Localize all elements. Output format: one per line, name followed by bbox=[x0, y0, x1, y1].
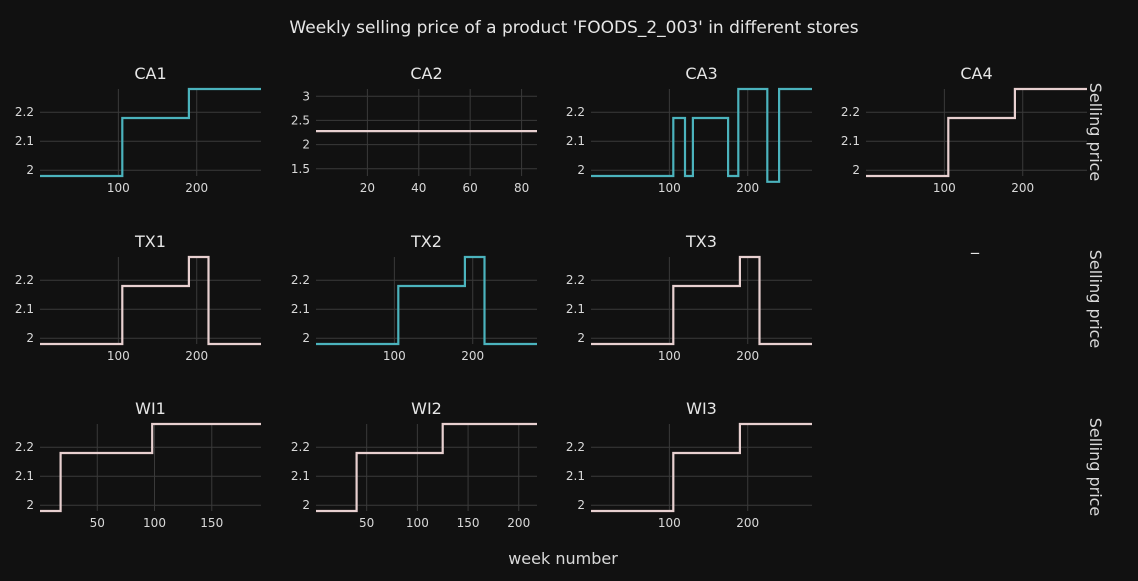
x-tick-label-ca4: 100 bbox=[933, 181, 956, 195]
y-tick-label-wi1: 2.1 bbox=[15, 469, 34, 483]
chart-title: Weekly selling price of a product 'FOODS… bbox=[289, 18, 858, 38]
panel-title-ca3: CA3 bbox=[685, 64, 717, 83]
x-tick-label-ca2: 20 bbox=[360, 181, 375, 195]
series-line-tx3 bbox=[591, 255, 812, 346]
panel-title-tx1: TX1 bbox=[134, 232, 166, 251]
panel-title-wi1: WI1 bbox=[135, 399, 166, 418]
panel-title-wi3: WI3 bbox=[686, 399, 717, 418]
series-line-wi3 bbox=[591, 422, 812, 513]
series-line-wi2 bbox=[316, 422, 537, 513]
x-tick-label-wi2: 200 bbox=[507, 516, 530, 530]
y-axis-title-row-1: Selling price bbox=[1086, 83, 1105, 182]
y-tick-label-tx2: 2.2 bbox=[291, 273, 310, 287]
x-tick-label-ca2: 80 bbox=[514, 181, 529, 195]
x-tick-label-tx3: 100 bbox=[658, 349, 681, 363]
panel-title-ca1: CA1 bbox=[134, 64, 166, 83]
y-tick-label-ca2: 2.5 bbox=[291, 113, 310, 127]
y-axis-title-row-3: Selling price bbox=[1086, 418, 1105, 517]
panel-ca4: CA4 2 2.1 2.2 100 200 bbox=[841, 64, 1087, 195]
stray-mark: _ bbox=[970, 235, 980, 255]
panel-ca1: CA1 2 2.1 2.2 100 200 bbox=[15, 64, 261, 195]
panel-tx1: TX1 2 2.1 2.2 100 200 bbox=[15, 232, 261, 363]
x-tick-label-tx2: 100 bbox=[383, 349, 406, 363]
x-tick-label-wi2: 50 bbox=[359, 516, 374, 530]
series-line-tx1 bbox=[40, 255, 261, 346]
y-tick-label-tx3: 2.2 bbox=[566, 273, 585, 287]
series-line-ca4 bbox=[866, 87, 1087, 178]
x-tick-label-wi3: 100 bbox=[658, 516, 681, 530]
series-line-ca1 bbox=[40, 87, 261, 178]
y-tick-label-tx1: 2.2 bbox=[15, 273, 34, 287]
y-tick-label-ca2: 3 bbox=[302, 89, 310, 103]
panel-tx3: TX3 2 2.1 2.2 100 200 bbox=[566, 232, 812, 363]
y-tick-label-tx2: 2.1 bbox=[291, 302, 310, 316]
x-tick-label-ca3: 100 bbox=[658, 181, 681, 195]
series-line-wi1 bbox=[40, 422, 261, 513]
panel-wi1: WI1 2 2.1 2.2 50 100 150 bbox=[15, 399, 261, 530]
panel-title-tx3: TX3 bbox=[685, 232, 717, 251]
x-axis-title: week number bbox=[508, 549, 618, 568]
x-tick-label-wi1: 100 bbox=[143, 516, 166, 530]
y-tick-label-tx1: 2 bbox=[26, 331, 34, 345]
y-tick-label-wi3: 2 bbox=[577, 498, 585, 512]
y-tick-label-ca3: 2.1 bbox=[566, 134, 585, 148]
panel-title-wi2: WI2 bbox=[411, 399, 442, 418]
y-tick-label-wi3: 2.1 bbox=[566, 469, 585, 483]
x-tick-label-tx1: 100 bbox=[107, 349, 130, 363]
y-tick-label-ca1: 2 bbox=[26, 163, 34, 177]
panel-title-ca2: CA2 bbox=[410, 64, 442, 83]
x-tick-label-wi3: 200 bbox=[736, 516, 759, 530]
panel-tx2: TX2 2 2.1 2.2 100 200 bbox=[291, 232, 537, 363]
y-tick-label-tx2: 2 bbox=[302, 331, 310, 345]
panel-wi3: WI3 2 2.1 2.2 100 200 bbox=[566, 399, 812, 530]
x-tick-label-wi1: 150 bbox=[200, 516, 223, 530]
y-tick-label-ca1: 2.1 bbox=[15, 134, 34, 148]
x-tick-label-tx1: 200 bbox=[185, 349, 208, 363]
panel-wi2: WI2 2 2.1 2.2 50 100 150 200 bbox=[291, 399, 537, 530]
series-line-tx2 bbox=[316, 255, 537, 346]
y-tick-label-wi3: 2.2 bbox=[566, 440, 585, 454]
panel-ca3: CA3 2 2.1 2.2 100 200 bbox=[566, 64, 812, 195]
y-tick-label-wi2: 2.1 bbox=[291, 469, 310, 483]
y-tick-label-wi2: 2 bbox=[302, 498, 310, 512]
y-tick-label-ca1: 2.2 bbox=[15, 105, 34, 119]
y-axis-title-row-2: Selling price bbox=[1086, 250, 1105, 349]
y-tick-label-tx1: 2.1 bbox=[15, 302, 34, 316]
y-tick-label-ca2: 1.5 bbox=[291, 162, 310, 176]
y-tick-label-wi1: 2.2 bbox=[15, 440, 34, 454]
x-tick-label-wi2: 100 bbox=[406, 516, 429, 530]
panel-ca2: CA2 1.5 2 2.5 3 20 40 60 80 bbox=[291, 64, 537, 195]
x-tick-label-ca3: 200 bbox=[736, 181, 759, 195]
x-tick-label-ca2: 60 bbox=[463, 181, 478, 195]
y-tick-label-wi2: 2.2 bbox=[291, 440, 310, 454]
x-tick-label-tx2: 200 bbox=[461, 349, 484, 363]
y-tick-label-ca3: 2.2 bbox=[566, 105, 585, 119]
y-tick-label-tx3: 2.1 bbox=[566, 302, 585, 316]
series-line-ca3 bbox=[591, 87, 812, 183]
x-tick-label-wi1: 50 bbox=[90, 516, 105, 530]
panel-title-ca4: CA4 bbox=[960, 64, 992, 83]
y-tick-label-tx3: 2 bbox=[577, 331, 585, 345]
x-tick-label-ca4: 200 bbox=[1011, 181, 1034, 195]
x-tick-label-tx3: 200 bbox=[736, 349, 759, 363]
y-tick-label-ca2: 2 bbox=[302, 138, 310, 152]
y-tick-label-ca4: 2.1 bbox=[841, 134, 860, 148]
x-tick-label-wi2: 150 bbox=[457, 516, 480, 530]
y-tick-label-ca4: 2 bbox=[852, 163, 860, 177]
y-tick-label-ca3: 2 bbox=[577, 163, 585, 177]
y-tick-label-wi1: 2 bbox=[26, 498, 34, 512]
y-tick-label-ca4: 2.2 bbox=[841, 105, 860, 119]
x-tick-label-ca2: 40 bbox=[411, 181, 426, 195]
x-tick-label-ca1: 200 bbox=[185, 181, 208, 195]
x-tick-label-ca1: 100 bbox=[107, 181, 130, 195]
panel-title-tx2: TX2 bbox=[410, 232, 442, 251]
